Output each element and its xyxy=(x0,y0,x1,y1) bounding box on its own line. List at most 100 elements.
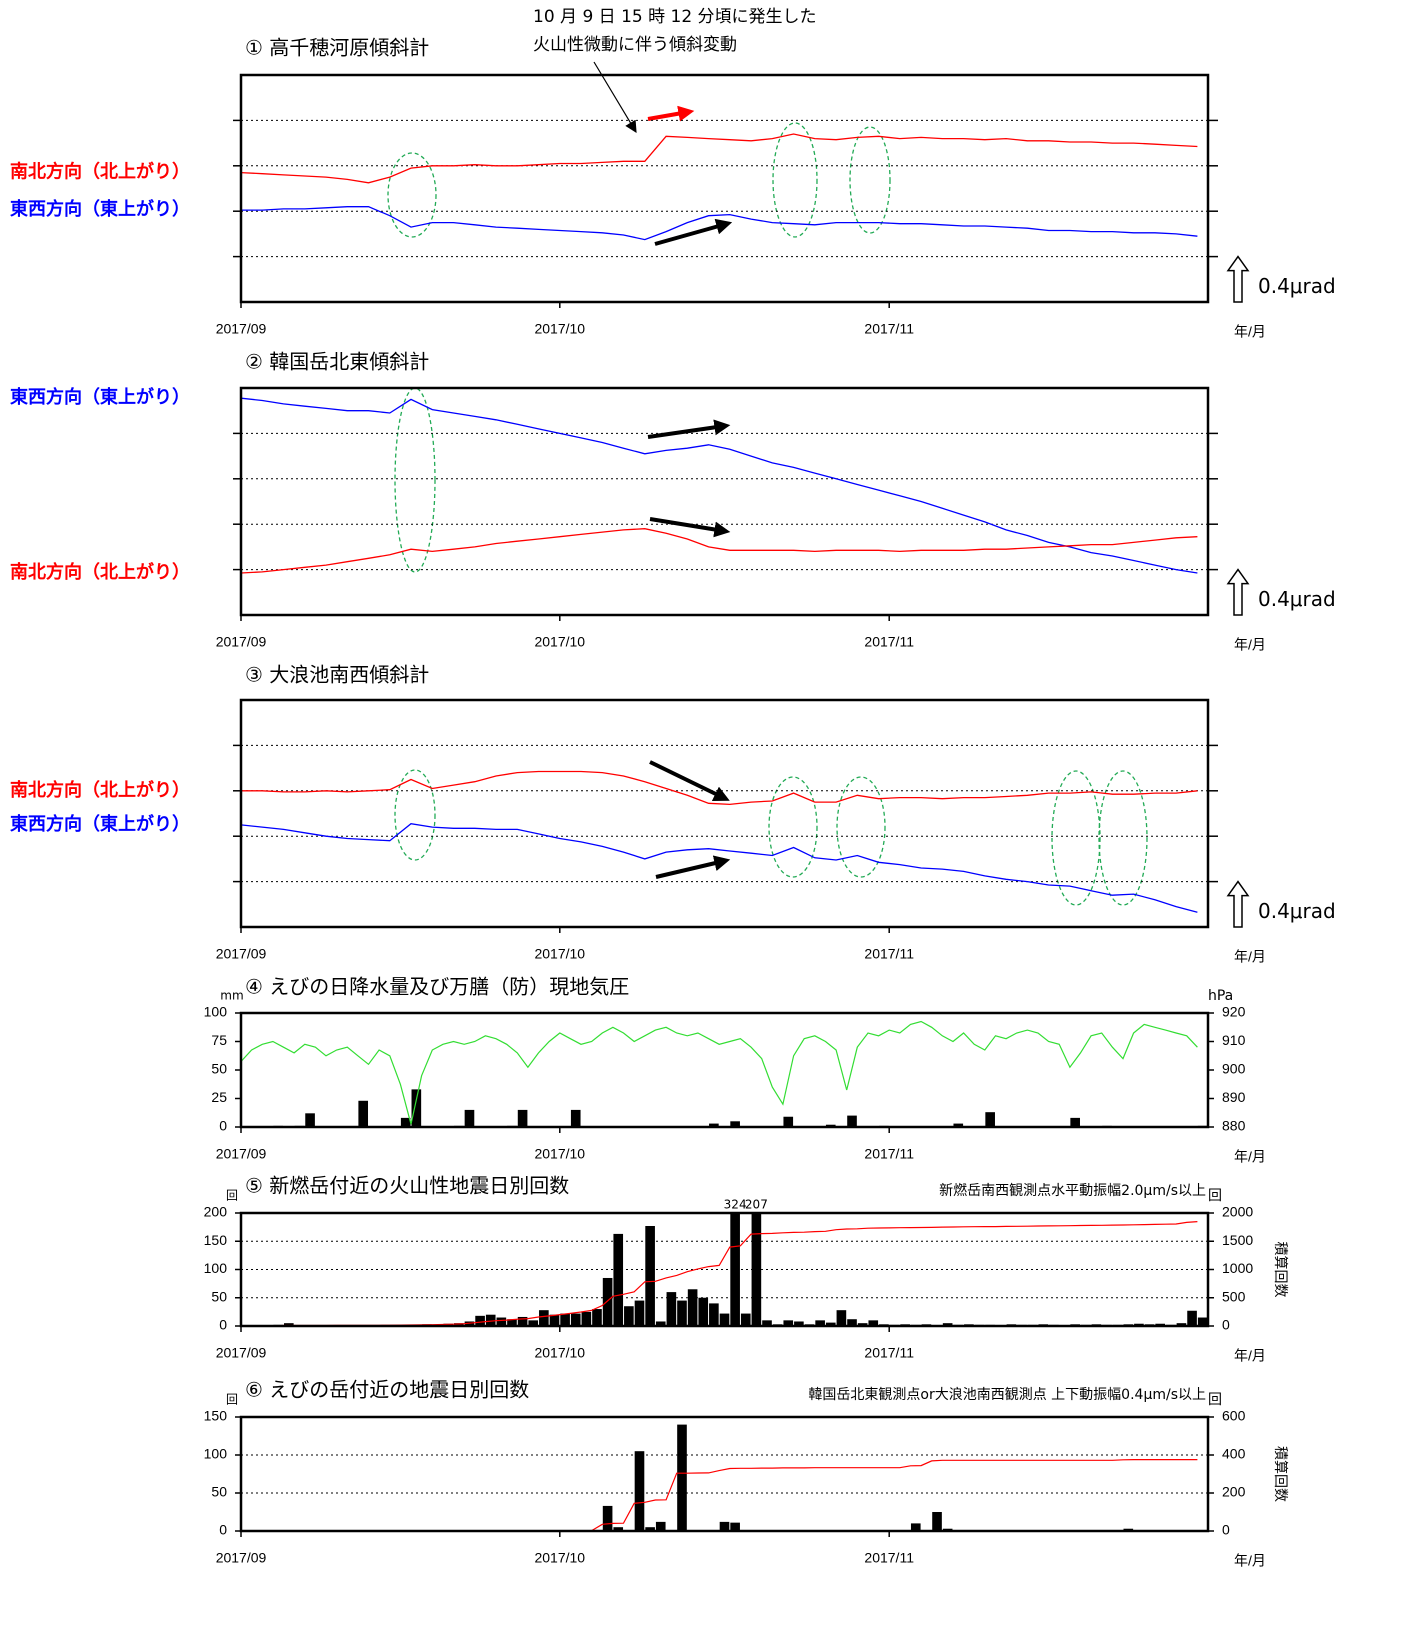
x-tick-label: 2017/09 xyxy=(216,946,267,962)
x-tick-label: 2017/09 xyxy=(216,321,267,337)
note: 韓国岳北東観測点or大浪池南西観測点 上下動振幅0.4μm/s以上 xyxy=(808,1386,1206,1403)
y2-title: 積算回数 xyxy=(1272,1446,1288,1502)
bar xyxy=(507,1319,517,1326)
x-unit-label: 年/月 xyxy=(1234,1348,1266,1364)
panel-title: ④ えびの日降水量及び万膳（防）現地気圧 xyxy=(245,975,629,999)
panel-title: ⑤ 新燃岳付近の火山性地震日別回数 xyxy=(245,1174,569,1198)
highlight-ellipse xyxy=(768,776,818,878)
panel: ① 高千穂河原傾斜計 2017/09 2017/10 2017/11 年/月 南北方向（北… xyxy=(10,7,1336,340)
x-tick-label: 2017/10 xyxy=(534,946,585,962)
bar xyxy=(549,1314,560,1326)
y2-unit: 回 xyxy=(1208,1188,1222,1204)
note: 新燃岳南西観測点水平動振幅2.0μm/s以上 xyxy=(939,1182,1206,1199)
bar xyxy=(613,1233,624,1326)
bar xyxy=(762,1320,772,1326)
panel: ④ えびの日降水量及び万膳（防）現地気圧 2017/09 2017/10 2017/1… xyxy=(204,975,1266,1165)
bar xyxy=(740,1313,751,1326)
y2-tick-label: 2000 xyxy=(1222,1204,1253,1220)
panel-title: ② 韓国岳北東傾斜計 xyxy=(245,350,429,374)
bar xyxy=(464,1109,475,1127)
series-line xyxy=(241,397,1198,574)
bar xyxy=(836,1310,847,1326)
x-tick-label: 2017/10 xyxy=(534,1550,585,1566)
bar xyxy=(857,1323,868,1326)
y-tick-label: 50 xyxy=(211,1484,227,1500)
annotation: 火山性微動に伴う傾斜変動 xyxy=(533,35,737,55)
legend-label: 南北方向（北上がり） xyxy=(10,561,190,583)
callout-arrow xyxy=(593,61,637,134)
highlight-ellipse xyxy=(394,769,436,861)
plot-frame xyxy=(239,1211,1210,1328)
x-tick-label: 2017/11 xyxy=(864,946,914,962)
y-tick-label: 200 xyxy=(204,1204,228,1220)
scale-label: 0.4μrad xyxy=(1258,587,1336,611)
scale-arrow xyxy=(1226,880,1250,928)
x-tick-label: 2017/10 xyxy=(534,1146,585,1162)
scale-arrow xyxy=(1226,255,1250,303)
bar xyxy=(613,1527,624,1531)
series-line xyxy=(241,528,1198,574)
highlight-ellipse xyxy=(1098,770,1148,906)
y2-tick-label: 920 xyxy=(1222,1004,1246,1020)
bar xyxy=(305,1113,315,1127)
y-unit: 回 xyxy=(226,1189,238,1203)
bar xyxy=(730,1121,740,1127)
x-tick-label: 2017/10 xyxy=(534,634,585,650)
series-line xyxy=(241,1020,1198,1125)
x-tick-label: 2017/09 xyxy=(216,634,267,650)
y2-title: 積算回数 xyxy=(1272,1242,1288,1298)
bar xyxy=(709,1303,719,1326)
x-unit-label: 年/月 xyxy=(1234,637,1266,653)
trend-arrow xyxy=(655,855,731,879)
series-line xyxy=(241,206,1198,241)
bar xyxy=(284,1323,294,1326)
bar xyxy=(942,1323,953,1326)
bar xyxy=(570,1313,581,1326)
annotations xyxy=(387,61,1148,906)
panel-title: ① 高千穂河原傾斜計 xyxy=(245,36,429,60)
y-unit: 回 xyxy=(226,1393,238,1407)
bar xyxy=(624,1306,634,1326)
y2-tick-label: 0 xyxy=(1222,1317,1230,1333)
trend-arrow xyxy=(649,760,730,801)
x-unit-label: 年/月 xyxy=(1234,324,1266,340)
bar xyxy=(496,1317,507,1326)
y-tick-label: 150 xyxy=(204,1408,228,1424)
y2-tick-label: 880 xyxy=(1222,1118,1246,1134)
annotation: 10 月 9 日 15 時 12 分頃に発生した xyxy=(533,7,817,27)
scale-label: 0.4μrad xyxy=(1258,899,1336,923)
y-tick-label: 75 xyxy=(211,1032,227,1048)
bar xyxy=(454,1323,464,1326)
x-tick-label: 2017/11 xyxy=(864,634,914,650)
x-unit-label: 年/月 xyxy=(1234,1149,1266,1165)
bar xyxy=(677,1300,687,1326)
bar xyxy=(411,1089,422,1127)
bar xyxy=(985,1112,995,1127)
bar xyxy=(666,1292,677,1326)
series-line xyxy=(241,823,1198,913)
x-tick-label: 2017/10 xyxy=(534,321,585,337)
series-line xyxy=(241,1221,1198,1326)
bar xyxy=(645,1225,655,1326)
bar xyxy=(560,1313,570,1326)
bar xyxy=(517,1316,528,1326)
y-tick-label: 100 xyxy=(204,1260,228,1276)
trend-arrow xyxy=(647,419,731,439)
y2-tick-label: 200 xyxy=(1222,1484,1246,1500)
y2-tick-label: 890 xyxy=(1222,1089,1246,1105)
trend-arrow xyxy=(647,105,695,122)
bar xyxy=(602,1277,613,1326)
bar xyxy=(1176,1323,1187,1326)
bar xyxy=(847,1319,857,1326)
series-line xyxy=(241,770,1198,806)
bar xyxy=(677,1424,687,1531)
x-unit-label: 年/月 xyxy=(1234,949,1266,965)
panel: ⑤ 新燃岳付近の火山性地震日別回数 2017/09 2017/10 2017/11 年/… xyxy=(204,1174,1288,1364)
y2-tick-label: 600 xyxy=(1222,1408,1246,1424)
bar xyxy=(751,1213,762,1326)
panel-title: ③ 大浪池南西傾斜計 xyxy=(245,663,429,687)
bar xyxy=(719,1521,730,1531)
bar xyxy=(825,1322,836,1326)
